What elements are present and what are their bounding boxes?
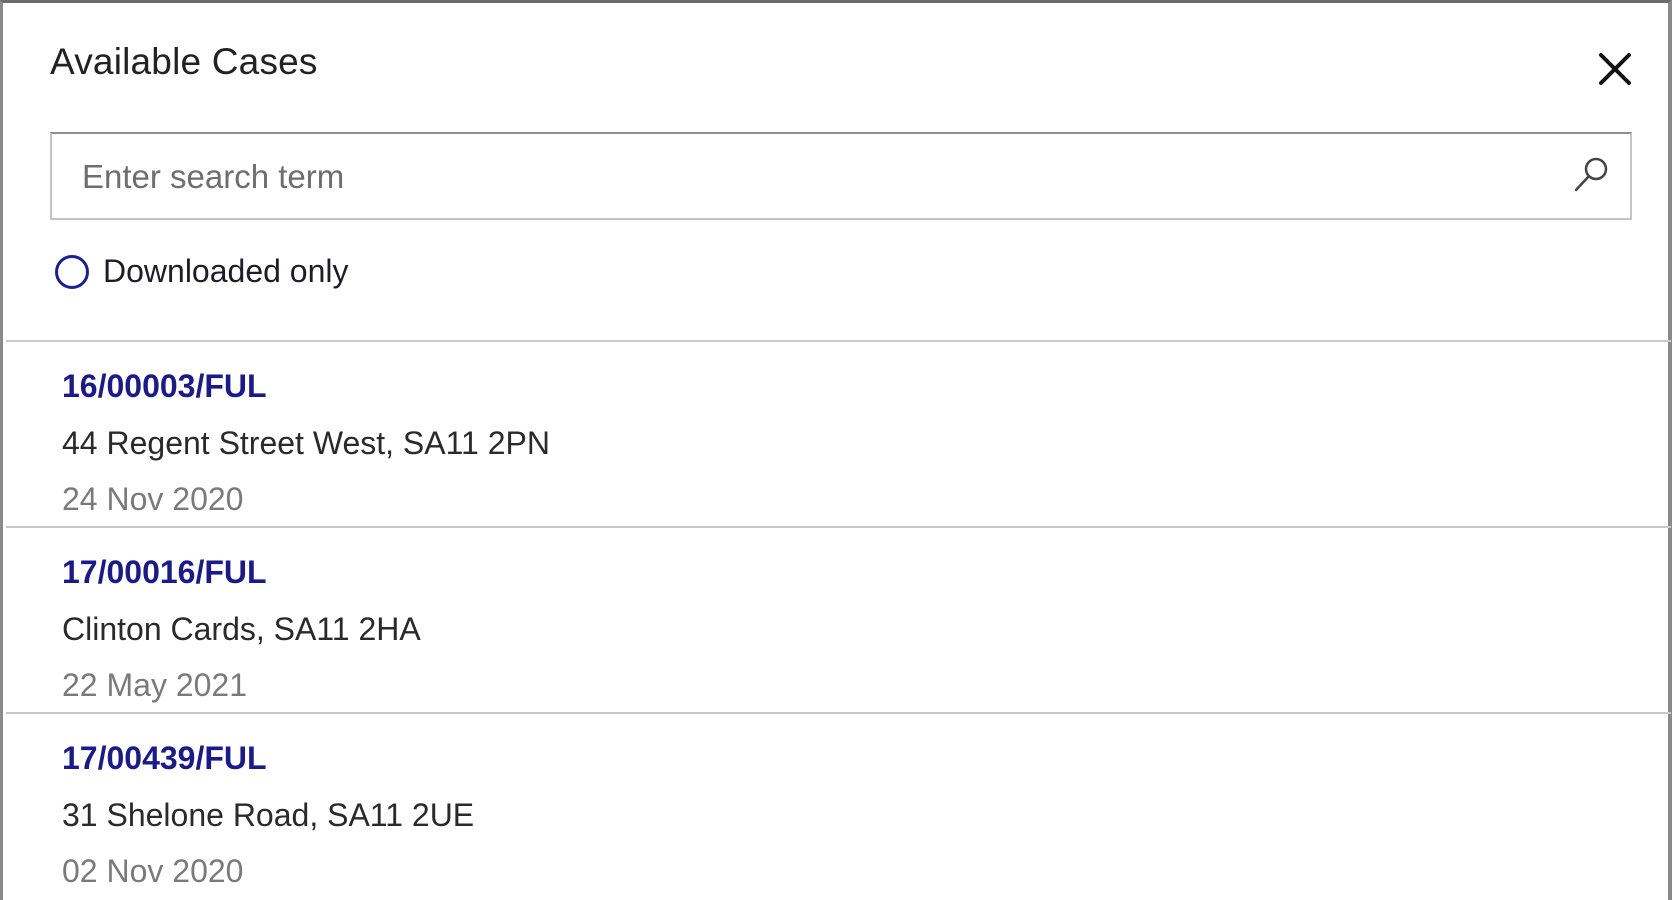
downloaded-only-label: Downloaded only (103, 253, 349, 289)
search-input[interactable] (80, 134, 1564, 220)
case-date: 22 May 2021 (62, 667, 248, 703)
case-address: 44 Regent Street West, SA11 2PN (62, 425, 550, 461)
case-list-item[interactable]: 17/00016/FUL Clinton Cards, SA11 2HA 22 … (6, 528, 1671, 712)
case-address: 31 Shelone Road, SA11 2UE (62, 797, 475, 833)
divider (6, 340, 1671, 342)
case-id[interactable]: 17/00016/FUL (62, 554, 267, 590)
divider (6, 526, 1671, 528)
case-id[interactable]: 16/00003/FUL (62, 368, 267, 404)
search-icon[interactable] (1570, 154, 1612, 196)
divider (6, 712, 1671, 714)
search-field[interactable] (50, 132, 1632, 220)
case-date: 02 Nov 2020 (62, 853, 244, 889)
case-address: Clinton Cards, SA11 2HA (62, 611, 421, 647)
case-list-item[interactable]: 16/00003/FUL 44 Regent Street West, SA11… (6, 342, 1671, 526)
close-icon (1599, 53, 1631, 85)
case-date: 24 Nov 2020 (62, 481, 244, 517)
downloaded-only-radio[interactable]: Downloaded only (55, 253, 349, 290)
dialog-title: Available Cases (50, 41, 318, 82)
close-button[interactable] (1597, 51, 1633, 87)
radio-circle[interactable] (55, 254, 89, 289)
case-list-item[interactable]: 17/00439/FUL 31 Shelone Road, SA11 2UE 0… (6, 714, 1671, 898)
case-id[interactable]: 17/00439/FUL (62, 740, 267, 776)
